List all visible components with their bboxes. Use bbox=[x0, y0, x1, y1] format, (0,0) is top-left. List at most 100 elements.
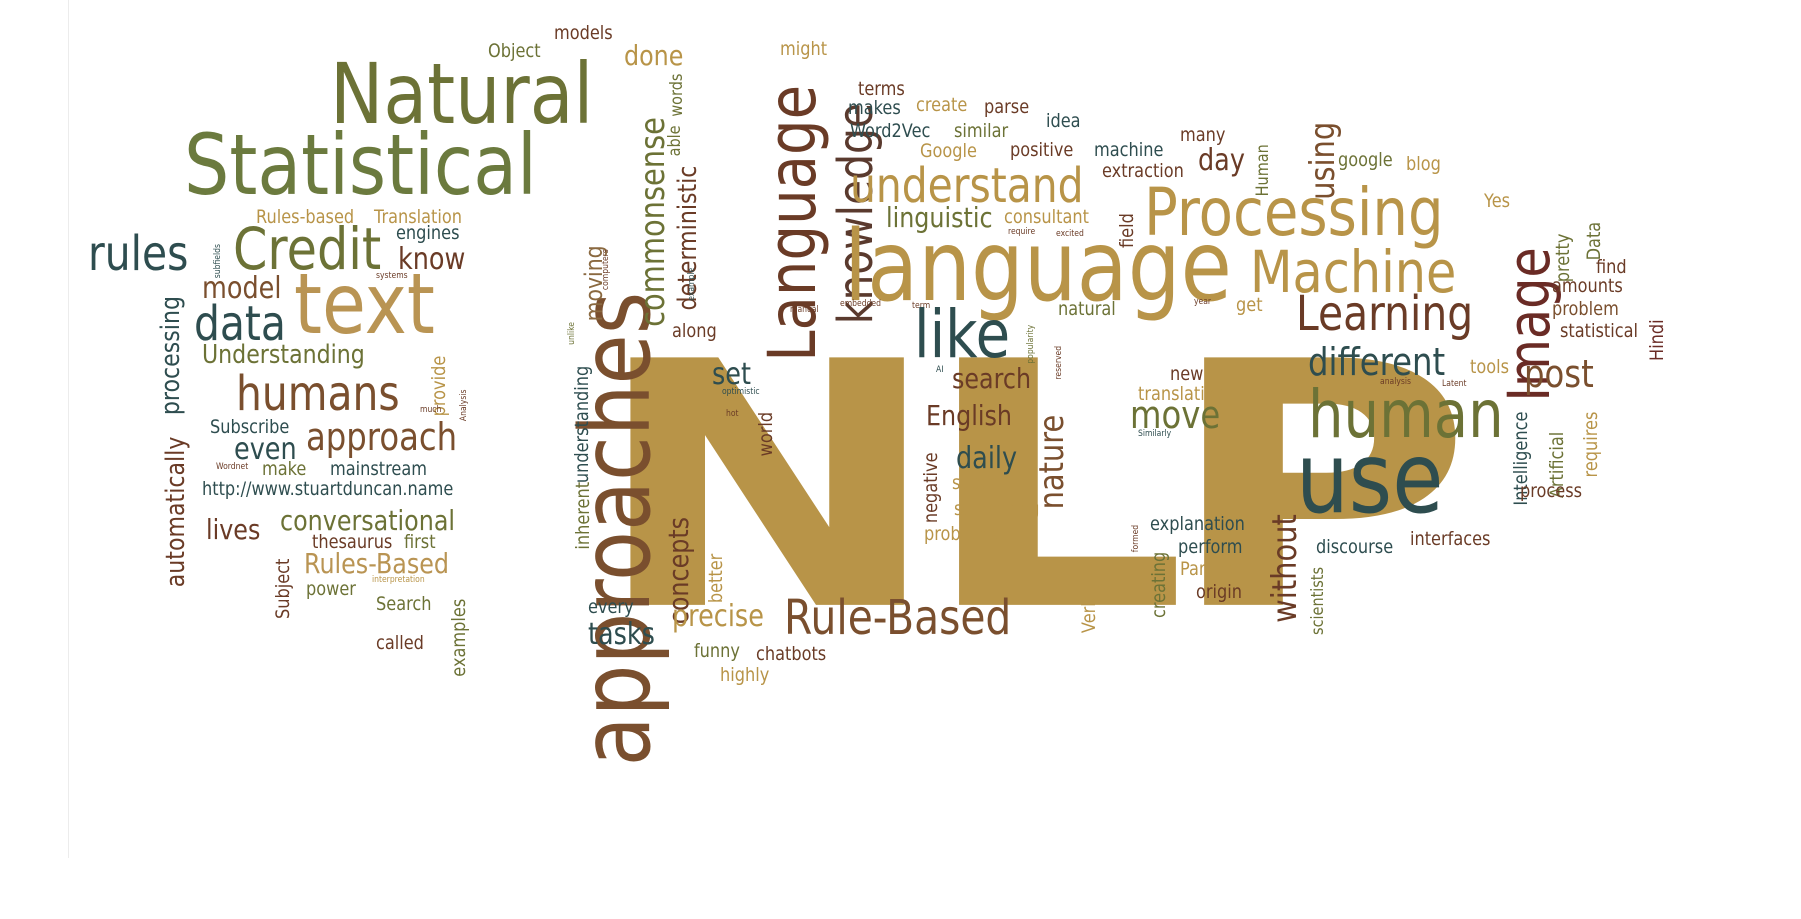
cloud-word-words: words bbox=[667, 73, 687, 117]
cloud-word-wordnet: Wordnet bbox=[216, 462, 249, 472]
cloud-word-google: Google bbox=[920, 140, 977, 162]
cloud-word-rules-based: Rules-Based bbox=[304, 547, 450, 580]
cloud-word-processing: processing bbox=[156, 296, 186, 416]
cloud-word-popularity: popularity bbox=[1026, 324, 1036, 364]
nlp-title-word: NLP bbox=[592, 289, 1472, 686]
cloud-word-similar: similar bbox=[954, 120, 1009, 142]
cloud-word-blog: blog bbox=[1406, 153, 1441, 175]
cloud-word-highly: highly bbox=[720, 664, 770, 686]
cloud-word-power: power bbox=[306, 578, 356, 600]
cloud-word-better: better bbox=[705, 553, 727, 604]
cloud-word-get: get bbox=[1236, 294, 1263, 316]
cloud-word-unlike: unlike bbox=[567, 322, 577, 345]
cloud-word-discourse: discourse bbox=[1316, 536, 1394, 558]
cloud-word-world: world bbox=[755, 411, 777, 457]
cloud-word-statistical: statistical bbox=[1560, 320, 1638, 342]
cloud-word-move: move bbox=[1130, 393, 1221, 437]
cloud-word-examples: examples bbox=[448, 598, 470, 677]
cloud-word-problem: problem bbox=[1552, 298, 1619, 320]
cloud-word-perform: perform bbox=[1178, 536, 1243, 558]
cloud-word-machine: Machine bbox=[1250, 238, 1457, 306]
cloud-word-human: human bbox=[1308, 376, 1504, 453]
cloud-word-might: might bbox=[780, 38, 828, 60]
cloud-word-first: first bbox=[404, 531, 436, 553]
cloud-word-ai: AI bbox=[936, 365, 944, 375]
cloud-word-even: even bbox=[234, 432, 297, 467]
cloud-word-credit: Credit bbox=[233, 215, 382, 283]
cloud-word-embedded: embedded bbox=[840, 299, 881, 309]
cloud-word-new: new bbox=[1170, 363, 1204, 385]
cloud-word-called: called bbox=[376, 632, 424, 654]
cloud-word-model: model bbox=[202, 271, 282, 306]
cloud-word-latent: Latent bbox=[1442, 379, 1467, 389]
cloud-word-statistical: Statistical bbox=[184, 116, 537, 214]
cloud-word-able: able bbox=[665, 125, 685, 157]
cloud-word-mainstream: mainstream bbox=[330, 458, 427, 480]
cloud-word-hot: hot bbox=[726, 409, 739, 419]
cloud-word-lives: lives bbox=[206, 513, 261, 546]
cloud-word-daily: daily bbox=[956, 441, 1018, 476]
cloud-word-many: many bbox=[1180, 124, 1226, 146]
cloud-word-processing: Processing bbox=[1144, 174, 1444, 251]
cloud-word-extraction: extraction bbox=[1102, 160, 1184, 182]
cloud-word-manual: manual bbox=[790, 305, 819, 315]
cloud-word-systems: systems bbox=[376, 271, 408, 281]
cloud-word-tools: tools bbox=[1470, 356, 1510, 378]
cloud-word-consultant: consultant bbox=[1004, 206, 1089, 228]
cloud-word-rules: rules bbox=[88, 226, 189, 282]
cloud-word-set: set bbox=[712, 357, 751, 392]
cloud-word-day: day bbox=[1198, 143, 1245, 178]
cloud-word-http-www-stuartduncan-name: http://www.stuartduncan.name bbox=[202, 478, 454, 500]
cloud-word-formed: formed bbox=[1131, 524, 1141, 553]
cloud-word-creating: creating bbox=[1148, 551, 1170, 619]
cloud-word-scientists: scientists bbox=[1308, 566, 1328, 635]
cloud-word-hindi: Hindi bbox=[1646, 319, 1668, 361]
cloud-word-linguistic: linguistic bbox=[886, 201, 993, 234]
cloud-word-translation: Translation bbox=[374, 206, 463, 228]
cloud-word-space: space bbox=[952, 472, 1000, 494]
cloud-word-natural: Natural bbox=[330, 45, 594, 143]
cloud-word-reserved: reserved bbox=[1054, 345, 1064, 380]
cloud-word-excited: excited bbox=[1056, 229, 1084, 239]
cloud-word-year: year bbox=[1194, 297, 1212, 307]
cloud-word-positive: positive bbox=[1010, 139, 1074, 161]
cloud-word-rule-based: Rule-Based bbox=[784, 590, 1012, 646]
cloud-word-text: text bbox=[294, 255, 435, 353]
cloud-word-amounts: amounts bbox=[1552, 275, 1623, 297]
cloud-word-requires: requires bbox=[1580, 411, 1602, 478]
cloud-word-explanation: explanation bbox=[1150, 513, 1245, 535]
cloud-word-data: Data bbox=[1583, 221, 1605, 261]
cloud-word-english: English bbox=[926, 399, 1012, 432]
cloud-word-precise: precise bbox=[672, 599, 764, 634]
cloud-word-create: create bbox=[916, 94, 968, 116]
cloud-word-natural: natural bbox=[1058, 298, 1116, 320]
cloud-word-parse: parse bbox=[984, 96, 1030, 118]
cloud-word-makes: makes bbox=[848, 97, 901, 119]
cloud-word-word2vec: Word2Vec bbox=[850, 120, 931, 142]
cloud-word-different: different bbox=[1308, 340, 1446, 384]
cloud-word-machine: machine bbox=[1094, 139, 1164, 161]
cloud-word-subject: Subject bbox=[272, 558, 294, 620]
cloud-word-use: use bbox=[1296, 422, 1444, 536]
cloud-word-search: search bbox=[952, 362, 1032, 395]
cloud-word-interpretation: interpretation bbox=[372, 575, 425, 585]
cloud-word-every: every bbox=[588, 596, 634, 618]
cloud-word-process: process bbox=[1520, 480, 1583, 502]
cloud-word-term: term bbox=[912, 301, 931, 311]
cloud-word-understand: understand bbox=[850, 158, 1084, 214]
cloud-word-something: something bbox=[954, 498, 1040, 520]
cloud-word-negative: negative bbox=[920, 452, 942, 524]
cloud-word-engines: engines bbox=[396, 222, 460, 244]
cloud-word-thesaurus: thesaurus bbox=[312, 531, 393, 553]
cloud-word-optimistic: optimistic bbox=[722, 387, 760, 397]
left-divider-line bbox=[68, 0, 69, 858]
cloud-word-rules-based: Rules-based bbox=[256, 206, 355, 228]
cloud-word-find: find bbox=[1596, 256, 1627, 278]
cloud-word-funny: funny bbox=[694, 640, 740, 662]
cloud-word-idea: idea bbox=[1046, 110, 1081, 132]
cloud-word-example: example bbox=[687, 267, 697, 301]
cloud-word-yes: Yes bbox=[1484, 190, 1511, 212]
cloud-word-learning: Learning bbox=[1296, 286, 1474, 342]
cloud-word-language: Language bbox=[754, 84, 831, 362]
